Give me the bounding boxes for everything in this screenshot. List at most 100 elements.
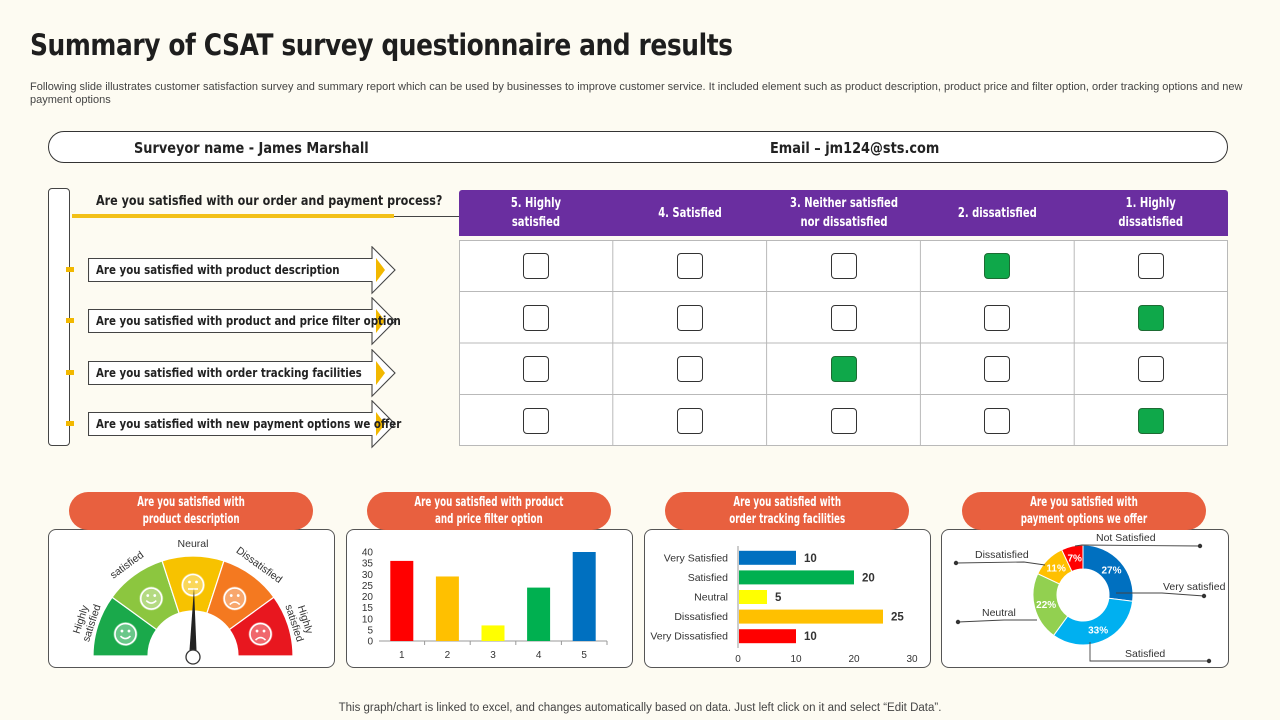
checkbox[interactable] xyxy=(830,304,857,331)
checkbox-checked[interactable] xyxy=(1138,407,1165,434)
y-tick-label: 20 xyxy=(362,592,374,603)
main-question: Are you satisfied with our order and pay… xyxy=(96,194,443,209)
x-tick-label: 3 xyxy=(490,650,496,661)
panel-title-line2: payment options we offer xyxy=(1020,512,1148,527)
category-label: Very Dissatisfied xyxy=(650,631,728,643)
bar xyxy=(739,550,796,565)
checkbox[interactable] xyxy=(1138,356,1165,382)
checkbox-checked[interactable] xyxy=(830,356,857,382)
bar-chart-panel: 0 5 10 15 20 25 30 35 40 1 2 3 4 5 xyxy=(346,529,633,668)
category-label: Very Satisfied xyxy=(664,552,728,564)
checkbox[interactable] xyxy=(676,407,703,434)
y-tick-label: 40 xyxy=(362,548,374,559)
leader-line xyxy=(1089,642,1209,662)
main-question-connector xyxy=(394,216,460,217)
horizontal-bar-chart: Very Satisfied 10 Satisfied 20 Neutral 5 Dissa… xyxy=(650,546,918,665)
checkbox[interactable] xyxy=(676,253,703,279)
slice-pct-label: 11% xyxy=(1046,564,1066,575)
checkbox[interactable] xyxy=(522,253,549,279)
hbar-chart-panel: Very Satisfied 10 Satisfied 20 Neutral 5 Dissa… xyxy=(644,529,931,668)
page-subtitle: Following slide illustrates customer sat… xyxy=(30,81,1243,106)
surveyor-email: Email – jm124@sts.com xyxy=(770,139,940,157)
bar xyxy=(739,609,883,624)
y-tick-label: 10 xyxy=(362,614,374,625)
x-tick-label: 30 xyxy=(906,654,918,665)
checkbox[interactable] xyxy=(830,253,857,279)
bar xyxy=(572,552,596,641)
donut-chart-panel: 27% Very satisfied 33% Satisfied 22% Neutral 1… xyxy=(941,529,1229,668)
rating-label-line1: 3. Neither satisfied xyxy=(789,195,898,211)
surveyor-bar xyxy=(48,131,1228,163)
rating-label: 4. Satisfied xyxy=(653,204,727,223)
slice-pct-label: 27% xyxy=(1101,565,1121,576)
rating-label: 5. Highly satisfied xyxy=(507,194,565,232)
bar xyxy=(527,587,551,641)
rating-label-line2: nor dissatisfied xyxy=(799,214,887,230)
question-label: Are you satisfied with product and price… xyxy=(96,313,401,328)
leader-dot xyxy=(1197,543,1203,549)
question-arrow xyxy=(88,400,396,449)
rating-label-line1: 2. dissatisfied xyxy=(957,204,1037,221)
sad-face-icon xyxy=(222,586,247,611)
slice-label: Neutral xyxy=(982,607,1016,619)
rating-label-line2: satisfied xyxy=(511,214,560,230)
rating-label-line1: 4. Satisfied xyxy=(657,204,722,221)
x-tick-label: 4 xyxy=(536,650,542,661)
checkbox-checked[interactable] xyxy=(984,253,1011,279)
checkbox[interactable] xyxy=(676,304,703,331)
panel-title-line1: Are you satisfied with xyxy=(733,495,841,510)
slice-label: Not Satisfied xyxy=(1096,532,1156,544)
panel-title-line1: Are you satisfied with product xyxy=(414,495,564,510)
leader-line xyxy=(957,619,1037,623)
rating-header-cell: 1. Highly dissatisfied xyxy=(1074,190,1228,236)
checkbox[interactable] xyxy=(522,356,549,382)
y-tick-label: 15 xyxy=(362,603,374,614)
bar xyxy=(481,625,505,641)
bar-value-label: 5 xyxy=(775,592,782,604)
checkbox[interactable] xyxy=(522,304,549,331)
smile-face-icon xyxy=(139,586,164,611)
gauge-pivot xyxy=(185,649,201,665)
question-bullet xyxy=(66,318,74,323)
gauge-label: Neural xyxy=(178,538,209,550)
footnote: This graph/chart is linked to excel, and… xyxy=(338,702,942,714)
leader-dot xyxy=(1201,593,1207,599)
neutral-face-icon xyxy=(181,573,205,597)
checkbox[interactable] xyxy=(522,407,549,434)
slice-label: Dissatisfied xyxy=(975,549,1029,561)
checkbox[interactable] xyxy=(984,407,1011,434)
rating-header xyxy=(459,190,1228,236)
y-tick-label: 5 xyxy=(367,625,373,636)
sad-face-icon xyxy=(248,622,273,647)
question-label: Are you satisfied with new payment optio… xyxy=(96,416,402,431)
question-bullet xyxy=(66,370,74,375)
rating-label-line1: 1. Highly xyxy=(1125,195,1177,211)
x-tick-label: 2 xyxy=(445,650,451,661)
checkbox[interactable] xyxy=(1138,253,1165,279)
question-bullet xyxy=(66,421,74,426)
checkbox-checked[interactable] xyxy=(1138,304,1165,331)
donut-chart: 27% Very satisfied 33% Satisfied 22% Neutral 1… xyxy=(953,532,1226,664)
category-label: Satisfied xyxy=(688,572,728,584)
bar xyxy=(435,576,459,641)
leader-dot xyxy=(955,619,961,625)
slice-pct-label: 33% xyxy=(1088,625,1108,636)
panel-title-line1: Are you satisfied with xyxy=(137,495,245,510)
y-tick-label: 0 xyxy=(367,637,373,648)
category-label: Dissatisfied xyxy=(674,611,728,623)
rating-label-line2: dissatisfied xyxy=(1118,214,1184,230)
checkbox[interactable] xyxy=(830,407,857,434)
leader-dot xyxy=(1206,658,1212,664)
gauge-segment xyxy=(228,596,294,657)
leader-line xyxy=(1116,592,1205,597)
donut-slice xyxy=(1052,597,1134,646)
donut-slice xyxy=(1061,544,1084,573)
x-tick-label: 20 xyxy=(848,654,860,665)
y-tick-label: 25 xyxy=(362,581,374,592)
checkbox[interactable] xyxy=(984,304,1011,331)
question-label: Are you satisfied with order tracking fa… xyxy=(96,365,362,380)
checkbox[interactable] xyxy=(984,356,1011,382)
main-question-underline xyxy=(72,214,394,218)
checkbox[interactable] xyxy=(676,356,703,382)
